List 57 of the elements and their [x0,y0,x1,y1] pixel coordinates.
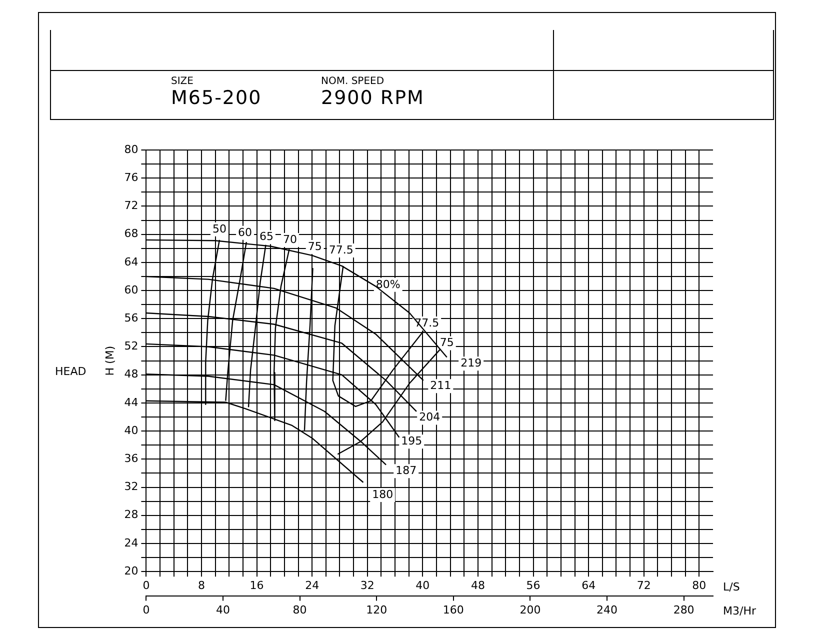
y-tick-label: 72 [124,199,138,212]
y-tick-label: 52 [124,340,138,353]
annotation: 187 [396,464,417,477]
annotation: 204 [419,410,440,424]
x2-tick-label: 240 [596,603,618,616]
y-tick-label: 64 [124,255,138,268]
x2-tick-label: 160 [442,603,464,616]
x-tick-label: 16 [250,579,264,592]
y-tick-label: 36 [124,452,138,466]
text: SIZE [171,76,194,87]
y-tick-label: 40 [124,424,138,437]
y-tick-label: 24 [124,536,138,550]
y-tick-label: 28 [124,508,138,522]
x-tick-label: 32 [360,579,374,592]
x2-tick-label: 0 [142,603,150,616]
y-tick-label: 60 [124,283,138,296]
x-tick-label: 40 [416,579,430,592]
annotation: 211 [430,378,452,392]
y-axis-title: H (M) [103,346,116,376]
x2-tick-label: 280 [673,603,694,616]
annotation: 75 [308,240,322,253]
annotation: 65 [259,230,274,243]
x2-tick-label: 200 [520,603,541,616]
annotation: 50 [212,222,226,236]
annotation: 180 [372,488,394,501]
annotation: 77.5 [328,243,354,256]
y-tick-label: 32 [124,480,138,494]
annotation: 195 [401,434,422,448]
annotation: 60 [238,226,252,239]
text: NOM. SPEED [321,76,386,87]
x-tick-label: 72 [636,579,651,592]
text: 2900 RPM [321,87,424,109]
x-axis-title: L/S [723,580,740,594]
annotation: 219 [460,356,482,370]
x-tick-label: 24 [305,579,320,592]
annotation: 80% [376,278,400,291]
annotation: 75 [440,336,454,350]
x2-axis-title: M3/Hr [723,604,756,618]
x2-tick-label: 80 [292,603,307,616]
x-tick-label: 80 [692,579,706,592]
y-tick-label: 20 [124,564,138,578]
x-tick-label: 8 [198,579,205,592]
x-tick-label: 64 [582,579,596,592]
x-tick-label: 56 [526,579,540,592]
y-tick-label: 76 [124,170,138,184]
annotation: 70 [282,232,297,246]
text: M65-200 [171,87,262,109]
x-tick-label: 0 [142,579,150,592]
x2-tick-label: 120 [366,603,388,616]
y-tick-label: 68 [124,227,138,240]
x2-tick-label: 40 [216,603,230,616]
y-tick-label: 80 [124,142,138,156]
text: HEAD [55,365,86,378]
y-tick-label: 48 [124,368,138,381]
x-tick-label: 48 [470,579,485,592]
y-tick-label: 56 [124,312,138,324]
y-tick-label: 44 [124,396,138,409]
